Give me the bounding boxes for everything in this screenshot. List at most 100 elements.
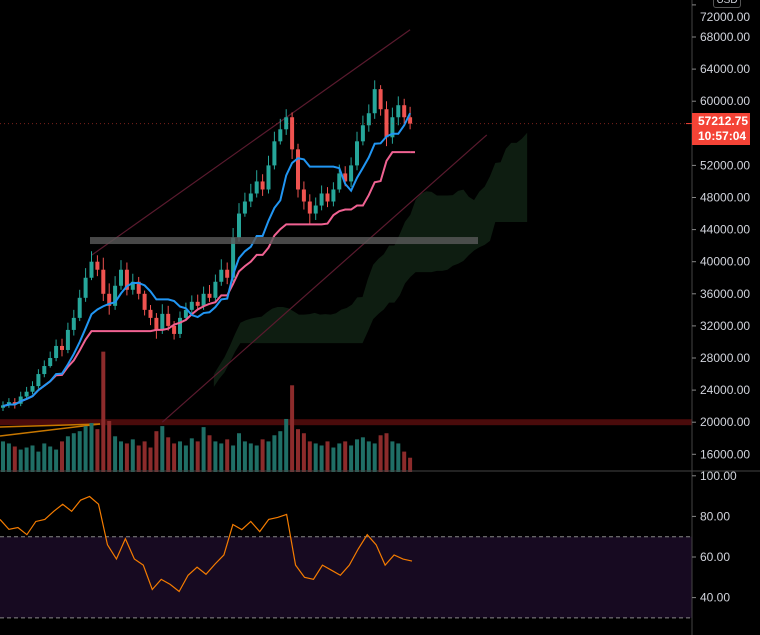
candle-body	[349, 165, 354, 182]
rsi-tick-label: 100.00	[700, 469, 737, 483]
volume-bar	[201, 427, 206, 472]
candle-body	[396, 105, 401, 118]
volume-bar	[1, 441, 5, 472]
volume-bar	[319, 445, 324, 472]
volume-bar	[290, 385, 295, 472]
volume-bar	[83, 426, 88, 472]
candle-body	[301, 189, 306, 202]
last-price-value: 57212.75	[698, 114, 749, 128]
volume-bar	[48, 446, 53, 472]
volume-bar	[331, 447, 336, 472]
candle-body	[83, 277, 88, 298]
volume-bar	[325, 441, 330, 472]
bar-countdown: 10:57:04	[698, 129, 747, 143]
candle-body	[231, 237, 236, 278]
candle-body	[207, 293, 212, 298]
rsi-line	[0, 495, 413, 593]
volume-bar	[101, 351, 106, 472]
candle-body	[12, 402, 17, 404]
last-price-label: 57212.75 10:57:04	[692, 113, 750, 145]
volume-bar	[360, 437, 365, 472]
candle-body	[142, 293, 147, 310]
candle-body	[154, 317, 159, 330]
candle-body	[18, 396, 23, 404]
volume-bar	[95, 429, 100, 472]
currency-badge: USD	[713, 0, 741, 8]
volume-bar	[71, 433, 76, 472]
volume-bar	[260, 439, 265, 472]
candle-body	[284, 117, 289, 130]
candle-body	[178, 317, 182, 334]
volume-bar	[77, 431, 82, 472]
candle-body	[107, 293, 112, 306]
candle-body	[402, 105, 407, 118]
volume-bar	[402, 451, 407, 472]
candle-body	[408, 117, 413, 124]
candle-body	[242, 201, 247, 214]
channel-lower-line	[161, 134, 488, 423]
candle-body	[36, 374, 41, 387]
candle-body	[42, 366, 47, 375]
volume-bar	[65, 436, 70, 472]
volume-bar	[355, 439, 359, 472]
candle-body	[337, 173, 342, 190]
volume-bar	[378, 435, 383, 472]
candle-body	[136, 281, 141, 294]
volume-bar	[349, 445, 354, 472]
candle-body	[319, 193, 324, 206]
price-tick-label: 20000.00	[700, 415, 750, 429]
candle-body	[113, 285, 118, 306]
volume-bar	[130, 439, 135, 472]
volume-bar	[60, 441, 64, 472]
candle-body	[331, 189, 336, 202]
candle-body	[160, 313, 165, 330]
candle-body	[355, 141, 359, 166]
candle-body	[148, 309, 153, 318]
volume-bar	[396, 443, 401, 472]
candle-body	[384, 109, 389, 138]
candle-body	[372, 89, 377, 114]
candle-body	[390, 117, 395, 138]
volume-bar	[313, 443, 318, 472]
candle-body	[60, 345, 64, 350]
volume-bar	[172, 443, 177, 472]
volume-bar	[195, 441, 200, 472]
volume-bar	[136, 445, 141, 472]
volume-bar	[166, 437, 171, 472]
candle-body	[360, 125, 365, 142]
volume-bar	[296, 429, 300, 472]
price-tick-label: 44000.00	[700, 223, 750, 237]
price-tick-label: 72000.00	[700, 10, 750, 24]
price-tick-label: 68000.00	[700, 30, 750, 44]
volume-bar	[266, 441, 271, 472]
volume-bar	[366, 441, 371, 472]
price-tick-label: 52000.00	[700, 158, 750, 172]
candle-body	[95, 261, 100, 270]
price-tick-label: 24000.00	[700, 383, 750, 397]
volume-bar	[337, 443, 342, 472]
volume-bar	[183, 445, 188, 472]
price-tick-label: 60000.00	[700, 94, 750, 108]
volume-bar	[343, 441, 348, 472]
volume-bar	[219, 443, 224, 472]
volume-bar	[307, 441, 312, 472]
candle-body	[313, 205, 318, 214]
candle-body	[101, 269, 106, 294]
volume-bar	[384, 433, 389, 472]
candle-body	[266, 165, 271, 190]
volume-bar	[390, 441, 395, 472]
volume-bar	[124, 443, 129, 472]
tenkan-line	[2, 112, 411, 408]
rsi-tick-label: 60.00	[700, 550, 730, 564]
candle-body	[378, 89, 383, 110]
volume-bar	[408, 457, 413, 472]
ichimoku-cloud	[213, 132, 528, 387]
volume-bar	[231, 445, 236, 472]
volume-bar	[119, 441, 123, 472]
candle-body	[77, 297, 82, 318]
trend-line-orange	[0, 423, 101, 437]
volume-bar	[284, 418, 289, 472]
channel-upper-line	[91, 29, 411, 256]
candle-body	[325, 193, 330, 202]
